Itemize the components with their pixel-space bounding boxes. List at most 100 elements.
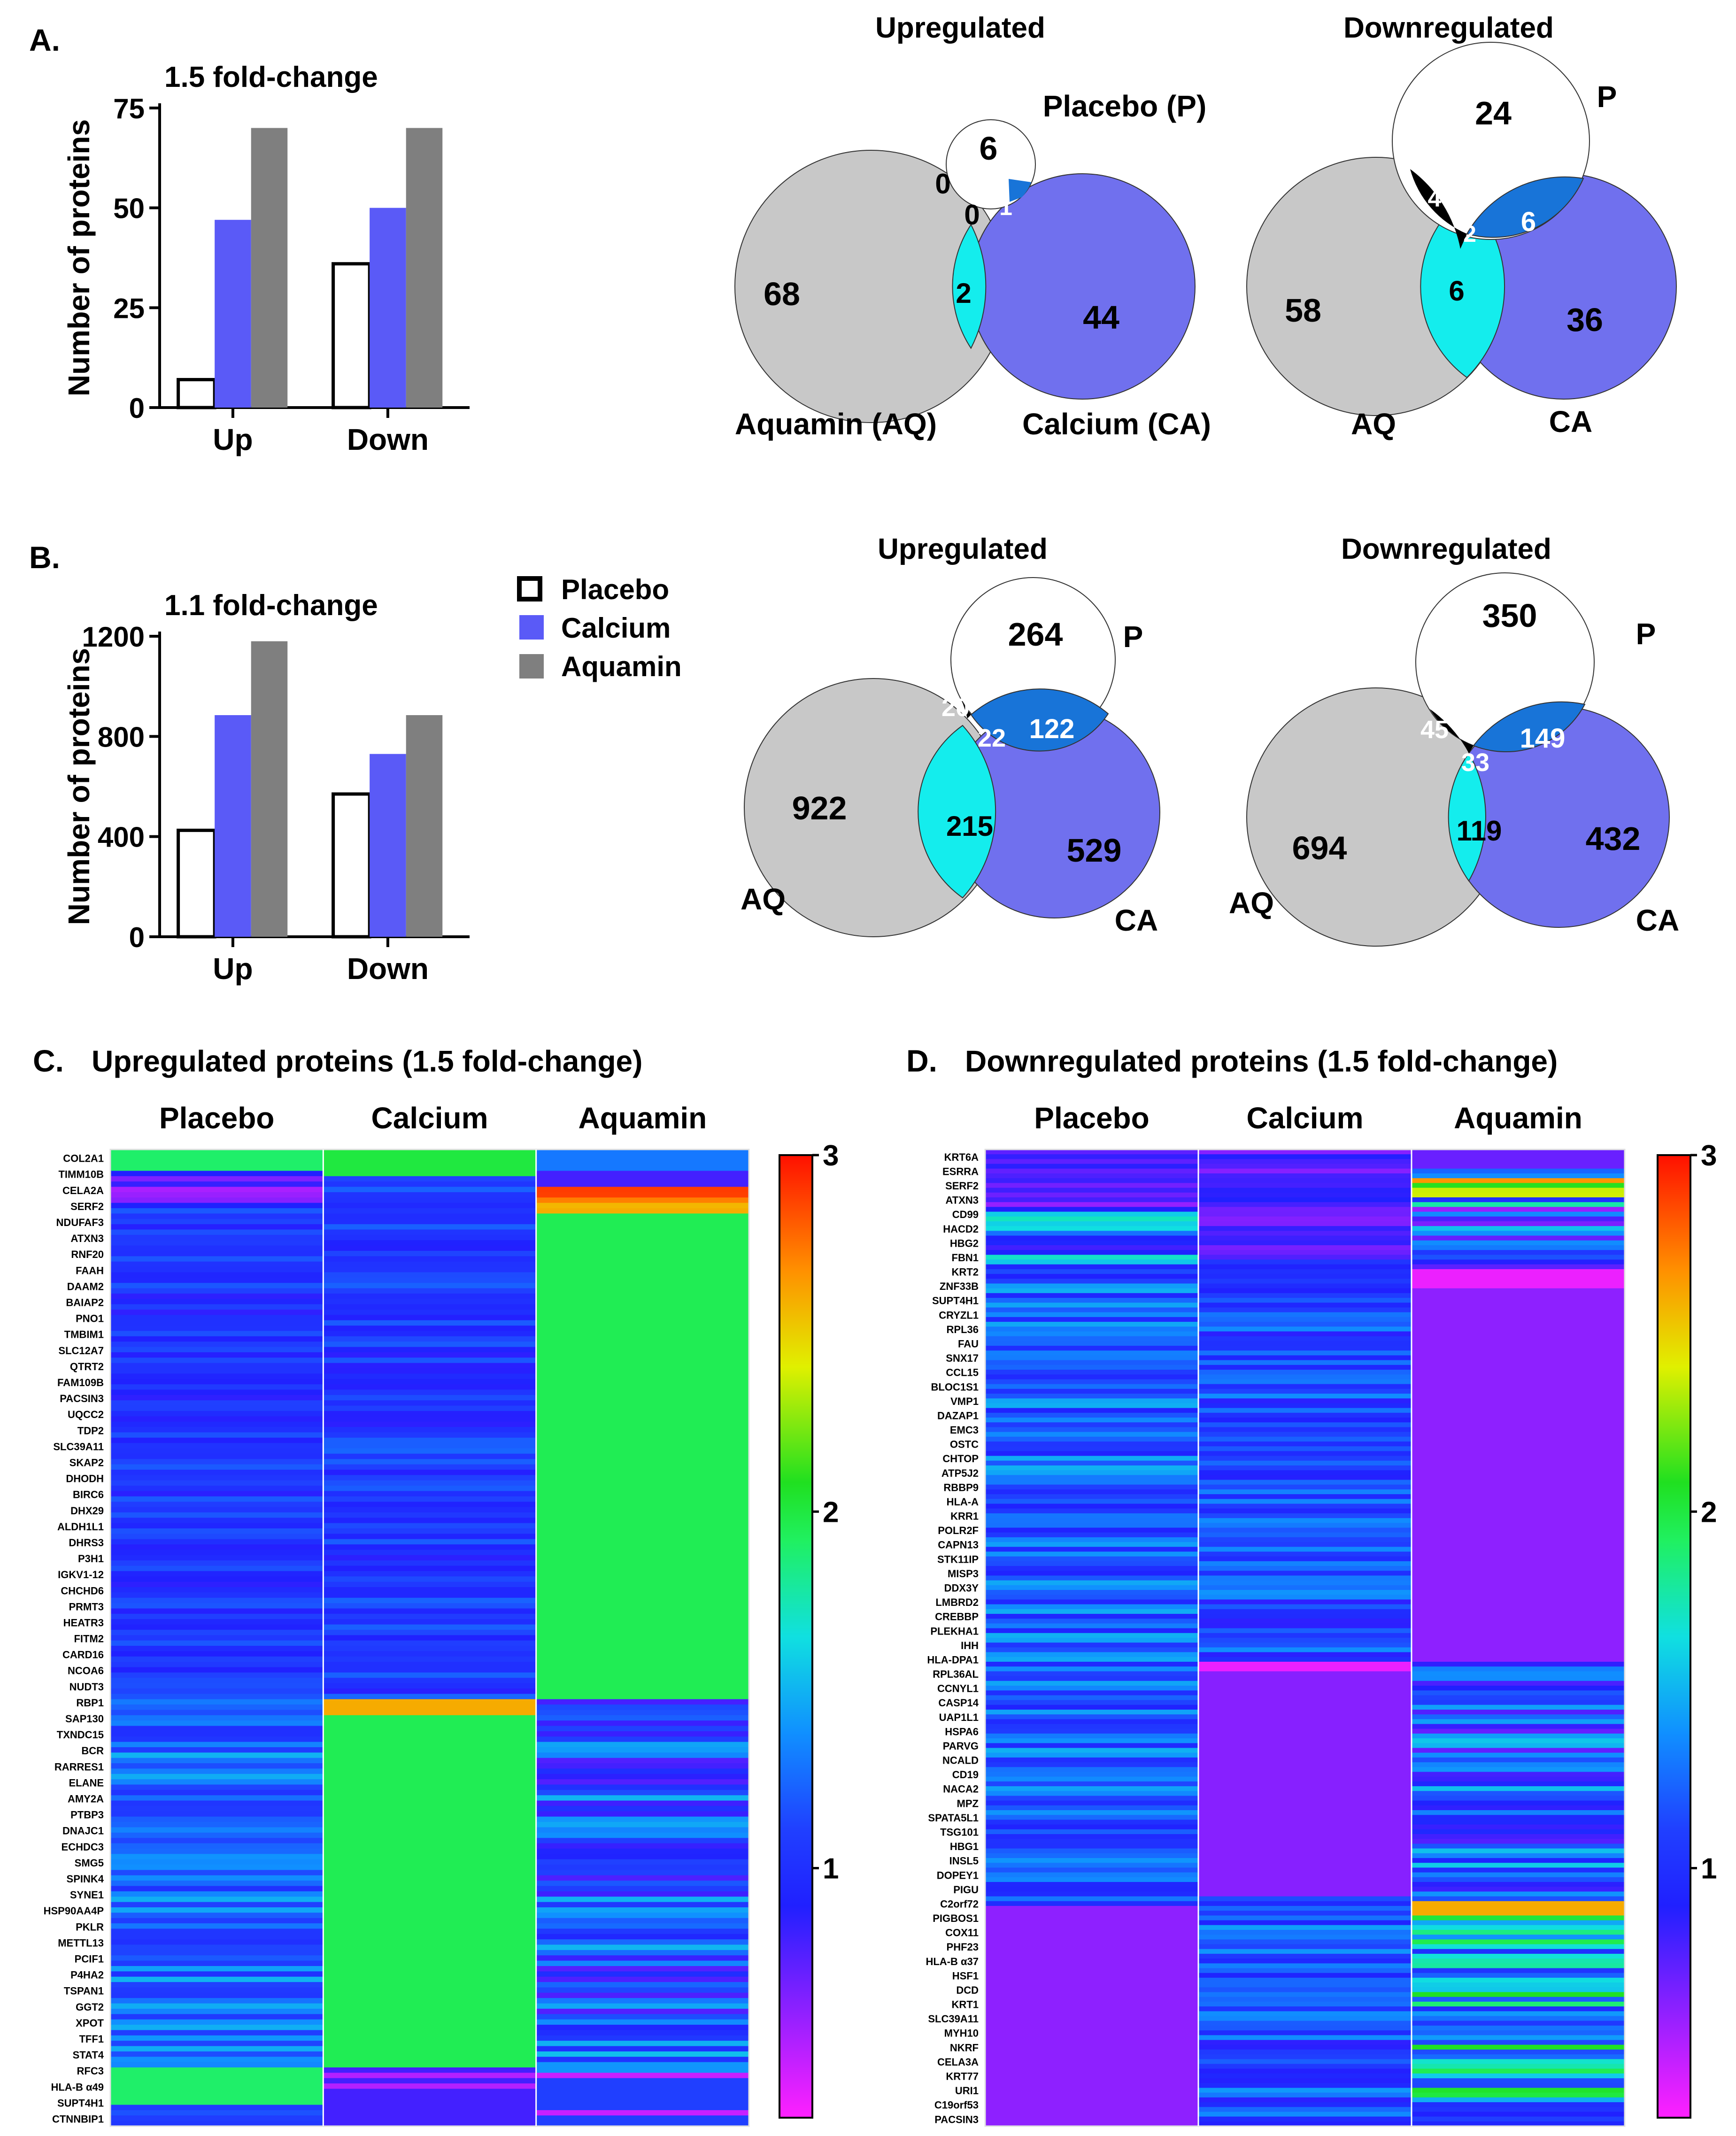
heatmap-cell bbox=[323, 1838, 537, 1844]
heatmap-cell bbox=[985, 1173, 1199, 1179]
heatmap-cell bbox=[1412, 1537, 1625, 1542]
heatmap-cell bbox=[985, 1221, 1199, 1226]
heatmap-cell bbox=[985, 2030, 1199, 2036]
heatmap-cell bbox=[536, 1571, 749, 1577]
heatmap-cell bbox=[536, 1250, 749, 1257]
heatmap-cell bbox=[536, 1272, 749, 1278]
heatmap-cell bbox=[1412, 2073, 1625, 2079]
heatmap-cell bbox=[110, 1176, 324, 1182]
heatmap-cell bbox=[1198, 1394, 1412, 1399]
heatmap-cell bbox=[1198, 1484, 1412, 1490]
heatmap-cell bbox=[985, 1872, 1199, 1878]
heatmap-cell bbox=[536, 2014, 749, 2020]
heatmap-cell bbox=[110, 1907, 324, 1913]
heatmap-cell bbox=[323, 1469, 537, 1475]
heatmap-cell bbox=[536, 2083, 749, 2090]
heatmap-cell bbox=[985, 1412, 1199, 1418]
heatmap-cell bbox=[110, 2121, 324, 2127]
heatmap-cell bbox=[1198, 2001, 1412, 2007]
bar-chart-a: 1.5 fold-change Number of proteins 0 25 50 75… bbox=[62, 61, 470, 456]
heatmap-cell bbox=[1198, 1551, 1412, 1557]
heatmap-cell bbox=[1198, 1164, 1412, 1169]
heatmap-cell bbox=[323, 1213, 537, 1219]
heatmap-cell bbox=[985, 1997, 1199, 2002]
heatmap-cell bbox=[323, 1326, 537, 1332]
venn-value-aq-only: 922 bbox=[792, 790, 847, 826]
heatmap-row-label: XPOT bbox=[76, 2017, 104, 2029]
heatmap-cell bbox=[1198, 2011, 1412, 2017]
heatmap-cell bbox=[323, 1923, 537, 1929]
heatmap-cell bbox=[536, 1699, 749, 1705]
heatmap-row-label: HBG2 bbox=[950, 1237, 979, 1249]
heatmap-cell bbox=[323, 1613, 537, 1619]
heatmap-row-label: RPL36AL bbox=[933, 1668, 979, 1680]
heatmap-cell bbox=[1412, 1599, 1625, 1605]
heatmap-cell bbox=[110, 1320, 324, 1326]
heatmap-cell bbox=[536, 1363, 749, 1369]
heatmap-cell bbox=[1198, 1494, 1412, 1499]
heatmap-cell bbox=[110, 1373, 324, 1380]
heatmap-cell bbox=[1412, 1441, 1625, 1447]
heatmap-cell bbox=[536, 2105, 749, 2111]
heatmap-cell bbox=[1412, 1508, 1625, 1514]
heatmap-cell bbox=[1198, 1700, 1412, 1705]
heatmap-cell bbox=[323, 2003, 537, 2009]
heatmap-cell bbox=[323, 1571, 537, 1577]
heatmap-cell bbox=[985, 2025, 1199, 2031]
venn-value-p-aq: 4 bbox=[1428, 185, 1442, 212]
heatmap-row-label: BLOC1S1 bbox=[931, 1381, 979, 1393]
heatmap-cell bbox=[1198, 1580, 1412, 1586]
heatmap-row-label: NCALD bbox=[942, 1755, 979, 1766]
colorbar-tick-label: 3 bbox=[823, 1140, 839, 1172]
heatmap-cell bbox=[536, 2025, 749, 2031]
heatmap-cell bbox=[1412, 1556, 1625, 1562]
heatmap-cell bbox=[110, 1592, 324, 1598]
heatmap-cell bbox=[985, 1303, 1199, 1308]
heatmap-cell bbox=[1198, 1259, 1412, 1265]
bar-calcium-up bbox=[215, 220, 251, 408]
heatmap-cell bbox=[1198, 1566, 1412, 1571]
heatmap-cell bbox=[323, 2067, 537, 2073]
heatmap-cell bbox=[985, 1331, 1199, 1337]
venn-value-ca-only: 529 bbox=[1067, 832, 1122, 869]
heatmap-cell bbox=[110, 1597, 324, 1604]
heatmap-cell bbox=[1412, 1394, 1625, 1399]
heatmap-cell bbox=[110, 1437, 324, 1443]
heatmap-cell bbox=[1198, 1776, 1412, 1782]
heatmap-cell bbox=[985, 1834, 1199, 1839]
heatmap-cell bbox=[536, 1176, 749, 1182]
heatmap-cell bbox=[1198, 1824, 1412, 1830]
heatmap-cell bbox=[1412, 1216, 1625, 1222]
heatmap-cell bbox=[1412, 2064, 1625, 2069]
heatmap-cell bbox=[1412, 1226, 1625, 1231]
heatmap-cell bbox=[536, 1731, 749, 1737]
heatmap-cell bbox=[110, 2073, 324, 2079]
heatmap-cell bbox=[536, 1475, 749, 1481]
heatmap-cell bbox=[110, 1587, 324, 1593]
heatmap-cell bbox=[1412, 1661, 1625, 1667]
heatmap-cell bbox=[985, 2054, 1199, 2059]
heatmap-row-label: CELA3A bbox=[937, 2056, 979, 2068]
heatmap-cell bbox=[536, 1827, 749, 1833]
heatmap-cell bbox=[323, 1342, 537, 1348]
heatmap-cell bbox=[323, 1822, 537, 1828]
heatmap-cell bbox=[1412, 2006, 1625, 2012]
heatmap-cell bbox=[110, 1779, 324, 1785]
heatmap-cell bbox=[110, 1832, 324, 1838]
heatmap-cell bbox=[1198, 1216, 1412, 1222]
heatmap-cell bbox=[1412, 1518, 1625, 1523]
heatmap-cell bbox=[110, 2051, 324, 2057]
heatmap-cell bbox=[1412, 1757, 1625, 1763]
heatmap-cell bbox=[1412, 1279, 1625, 1284]
heatmap-cell bbox=[323, 1539, 537, 1545]
heatmap-cell bbox=[323, 1315, 537, 1321]
heatmap-cell bbox=[1412, 2092, 1625, 2098]
heatmap-cell bbox=[1198, 2059, 1412, 2065]
heatmap-cell bbox=[1412, 1580, 1625, 1586]
heatmap-cell bbox=[323, 2078, 537, 2084]
heatmap-cell bbox=[1412, 2107, 1625, 2113]
heatmap-cell bbox=[1412, 1303, 1625, 1308]
colorbar-tick-label: 2 bbox=[823, 1496, 839, 1528]
heatmap-cell bbox=[536, 2121, 749, 2127]
